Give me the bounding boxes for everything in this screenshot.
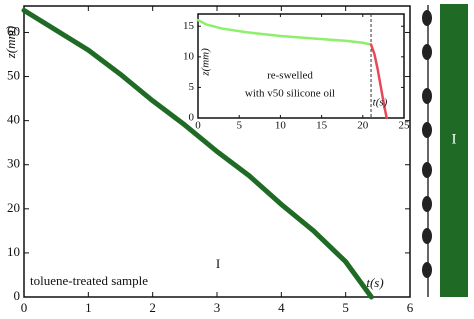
x-tick-label: 5: [342, 300, 349, 315]
chart-ins: 0 5 10 15 20 25 0 5 10 15 t(s) z(mm) re-swelled with …: [183, 13, 411, 132]
x-tick-label: 2: [149, 300, 156, 315]
x-tick-label: 4: [278, 300, 285, 315]
x-tick-label: 6: [407, 300, 414, 315]
y-tick-label: 0: [189, 112, 195, 124]
y-axis-label: z(mm): [3, 26, 18, 60]
side-panel: I: [422, 4, 468, 297]
drops: [422, 10, 432, 278]
y-tick-label: 60: [7, 23, 20, 38]
y-tick-label: 20: [7, 200, 20, 215]
series-line: [21, 7, 374, 300]
y-tick-label: 10: [183, 50, 195, 62]
x-tick-label: 3: [214, 300, 221, 315]
panel-label: I: [452, 131, 457, 147]
x-axis-label: t(s): [373, 97, 388, 109]
panel-bar: [440, 4, 468, 297]
x-axis-label: t(s): [366, 275, 383, 290]
y-tick-label: 50: [7, 68, 20, 83]
x-tick-label: 25: [399, 120, 411, 132]
annotation: re-swelled: [267, 70, 313, 82]
series-line: [196, 18, 373, 46]
series-line: [369, 43, 388, 120]
x-tick-label: 1: [85, 300, 92, 315]
y-tick-label: 0: [14, 288, 21, 303]
annotation: I: [216, 256, 220, 271]
y-tick-label: 15: [183, 20, 195, 32]
annotation: with v50 silicone oil: [245, 88, 335, 100]
annotation: toluene-treated sample: [30, 273, 148, 288]
x-tick-label: 10: [275, 120, 287, 132]
x-tick-label: 20: [357, 120, 369, 132]
y-axis-label: z(mm): [200, 48, 212, 77]
y-tick-label: 40: [7, 112, 20, 127]
y-tick-label: 5: [189, 81, 195, 93]
x-tick-label: 0: [21, 300, 28, 315]
x-tick-label: 15: [316, 120, 328, 132]
x-tick-label: 0: [195, 120, 201, 132]
y-tick-label: 30: [7, 156, 20, 171]
y-tick-label: 10: [7, 244, 20, 259]
x-tick-label: 5: [236, 120, 242, 132]
